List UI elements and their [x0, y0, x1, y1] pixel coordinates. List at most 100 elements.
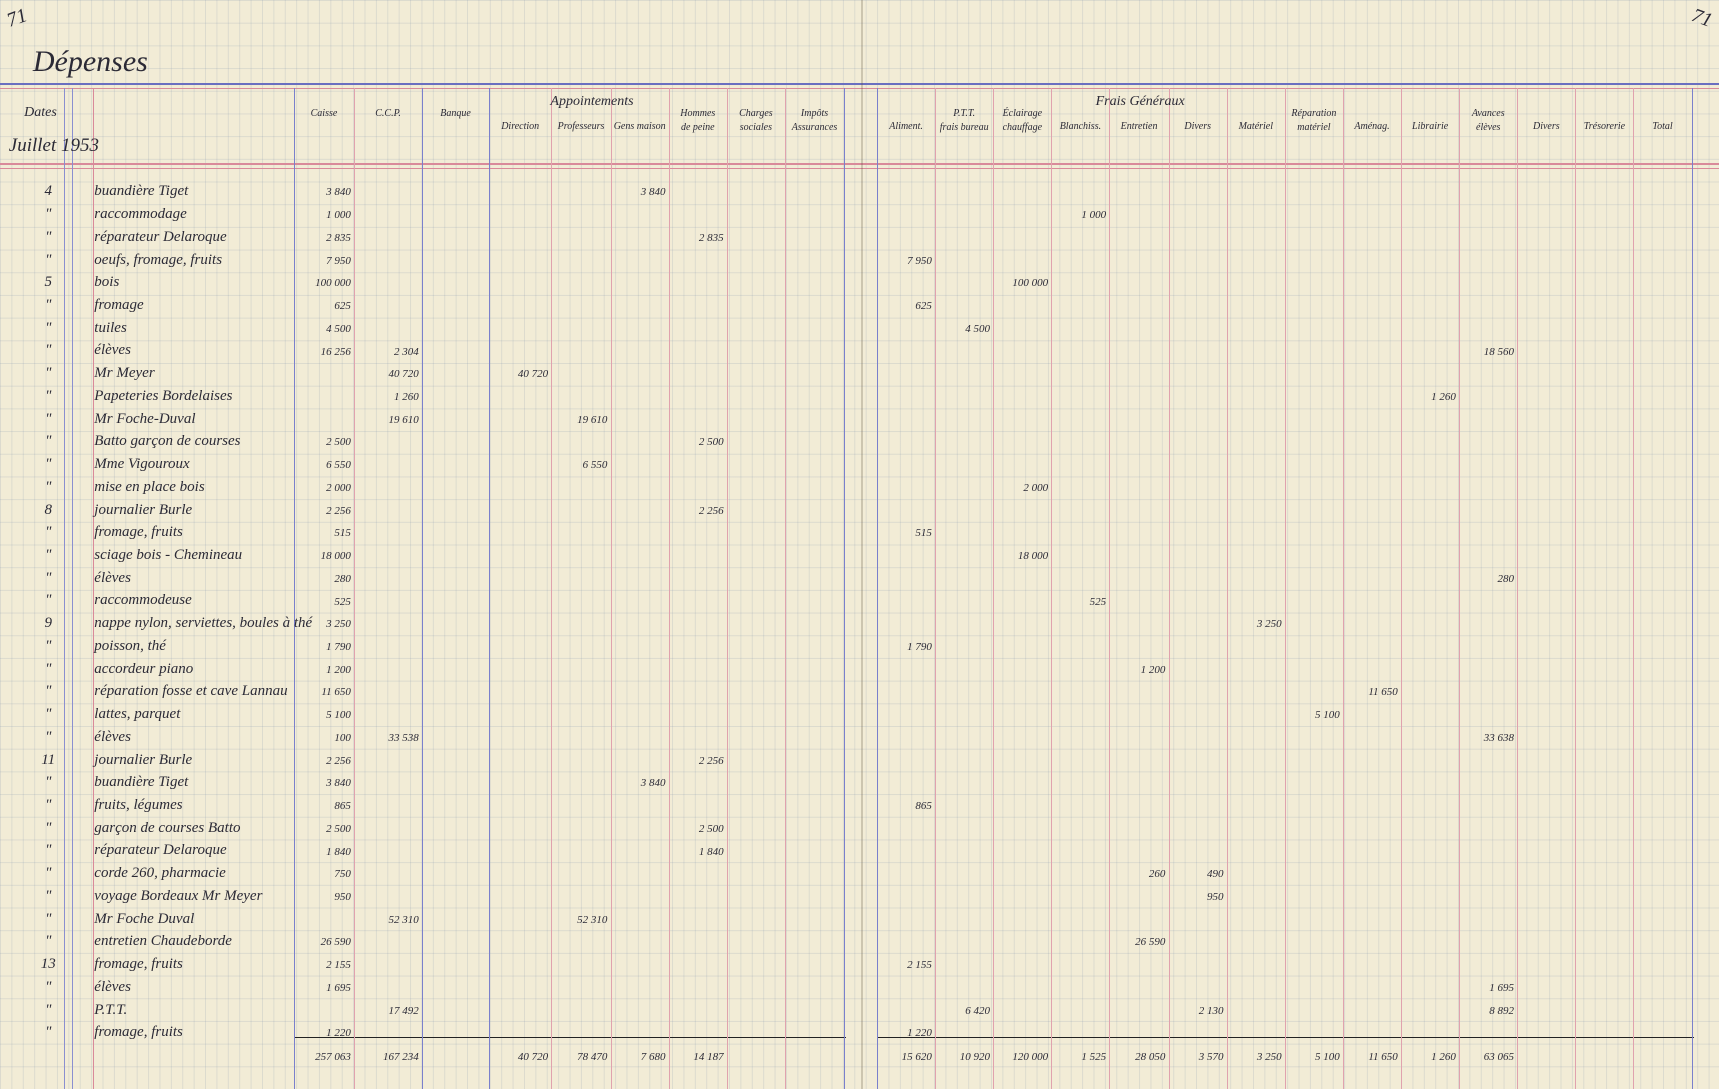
column-header: élèves	[1476, 122, 1501, 134]
column-header: Divers	[1184, 121, 1212, 133]
amount: 3 840	[640, 186, 666, 199]
row-date: "	[45, 910, 52, 927]
column-line	[354, 87, 356, 1089]
column-line	[422, 87, 424, 1089]
amount: 40 720	[388, 368, 419, 381]
header-rule-red	[0, 163, 1719, 165]
amount: 1 200	[326, 663, 351, 676]
amount: 18 000	[320, 550, 351, 563]
row-label: journalier Burle	[94, 501, 193, 518]
top-rule-red	[0, 87, 1719, 90]
row-date: "	[45, 365, 52, 382]
row-label: réparation fosse et cave Lannau	[94, 683, 288, 700]
column-header: Impôts	[800, 108, 829, 119]
row-label: nappe nylon, serviettes, boules à thé	[94, 615, 313, 632]
page-number: 71	[3, 3, 30, 32]
row-label: buandière Tiget	[94, 183, 189, 200]
column-header: Divers	[1532, 121, 1560, 133]
amount: 18 560	[1483, 345, 1514, 358]
amount: 17 492	[388, 1004, 419, 1017]
column-header: Caisse	[310, 108, 338, 119]
amount: 1 260	[1431, 390, 1456, 403]
amount: 7 950	[907, 254, 932, 267]
page-number: 71	[1689, 3, 1716, 32]
row-date: "	[45, 456, 52, 473]
total-amount: 167 234	[383, 1051, 419, 1064]
amount: 280	[1497, 572, 1515, 585]
row-label: lattes, parquet	[94, 706, 181, 723]
row-date: "	[45, 865, 52, 882]
row-label: fruits, légumes	[94, 796, 183, 813]
row-date: "	[45, 660, 52, 677]
row-label: réparateur Delaroque	[94, 228, 227, 245]
amount: 19 610	[388, 413, 419, 426]
row-date: 4	[44, 183, 52, 200]
row-date: "	[45, 933, 52, 950]
row-date: "	[45, 842, 52, 859]
amount: 4 500	[965, 322, 990, 335]
amount: 6 420	[965, 1004, 990, 1017]
row-label: P.T.T.	[94, 1001, 128, 1018]
column-line	[1517, 87, 1519, 1089]
column-header: C.C.P.	[375, 108, 401, 119]
amount: 2 304	[394, 345, 419, 358]
row-date: "	[45, 387, 52, 404]
row-date: "	[45, 228, 52, 245]
amount: 490	[1206, 868, 1224, 881]
row-date: "	[45, 978, 52, 995]
row-date: 11	[41, 751, 56, 768]
column-header: de peine	[680, 122, 715, 134]
amount: 1 000	[1081, 209, 1107, 222]
header-rule-red-2	[0, 167, 1719, 169]
fold	[860, 0, 863, 1089]
amount: 26 590	[1135, 936, 1166, 949]
total-rule	[293, 1037, 847, 1039]
margin-line	[72, 87, 74, 1089]
column-header: Gens maison	[613, 121, 666, 133]
row-date: "	[45, 206, 52, 223]
row-label: élèves	[94, 569, 131, 586]
column-line	[1459, 87, 1461, 1089]
amount: 2 256	[698, 504, 724, 517]
column-header: Charges	[739, 108, 773, 119]
row-label: sciage bois - Chemineau	[94, 546, 243, 563]
amount: 280	[334, 572, 351, 585]
amount: 525	[334, 595, 351, 608]
column-header: Direction	[501, 121, 540, 133]
amount: 2 500	[698, 436, 724, 449]
row-date: 8	[44, 501, 52, 518]
amount: 515	[915, 527, 932, 540]
total-amount: 63 065	[1483, 1051, 1514, 1064]
amount: 1 790	[907, 640, 932, 653]
page-title: Dépenses	[32, 45, 148, 79]
margin-line	[63, 87, 65, 1089]
column-header: Hommes	[680, 108, 716, 119]
row-label: Batto garçon de courses	[94, 433, 241, 450]
amount: 33 538	[388, 731, 419, 744]
amount: 6 550	[326, 459, 351, 472]
amount: 1 840	[698, 845, 724, 858]
total-amount: 1 525	[1081, 1051, 1107, 1064]
amount: 1 220	[326, 1027, 351, 1040]
column-line	[488, 87, 490, 1089]
total-amount: 15 620	[901, 1051, 932, 1064]
amount: 2 155	[907, 959, 932, 972]
column-line	[784, 87, 786, 1089]
amount: 625	[915, 300, 932, 313]
column-line	[1401, 87, 1403, 1089]
row-label: raccommodage	[94, 206, 187, 223]
amount: 100	[334, 731, 351, 744]
column-header: Éclairage	[1002, 108, 1043, 119]
column-header: matériel	[1297, 122, 1331, 134]
amount: 5 100	[1314, 709, 1340, 722]
column-line	[1342, 87, 1344, 1089]
column-header: Entretien	[1120, 121, 1158, 133]
column-header: Avances	[1471, 108, 1505, 119]
column-header: Réparation	[1291, 108, 1337, 119]
amount: 260	[1148, 868, 1166, 881]
row-date: "	[45, 319, 52, 336]
row-date: "	[45, 637, 52, 654]
row-label: Mr Foche Duval	[94, 910, 195, 927]
amount: 950	[1206, 890, 1224, 903]
